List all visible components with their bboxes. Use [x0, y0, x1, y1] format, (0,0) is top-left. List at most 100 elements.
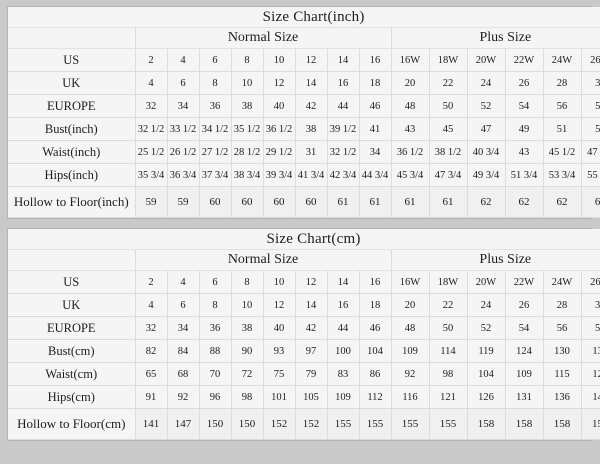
- table-cell: 47: [466, 117, 506, 141]
- table-cell: 38: [230, 316, 264, 340]
- row-label: Hips(inch): [8, 163, 136, 187]
- table-cell: 39 3/4: [262, 163, 296, 187]
- table-cell: 26 1/2: [166, 140, 200, 164]
- table-cell: 20W: [466, 270, 506, 294]
- table-cell: 52: [466, 316, 506, 340]
- table-cell: 20W: [466, 48, 506, 72]
- table-cell: 50: [428, 316, 468, 340]
- table-cell: 36: [198, 316, 232, 340]
- table-cell: 62: [504, 186, 544, 218]
- row-label: Bust(inch): [8, 117, 136, 141]
- table-cell: 34: [166, 316, 200, 340]
- table-cell: 33 1/2: [166, 117, 200, 141]
- table-cell: 51 3/4: [504, 163, 544, 187]
- table-cell: 70: [198, 362, 232, 386]
- row-label: Hips(cm): [8, 385, 136, 409]
- table-cell: 45: [428, 117, 468, 141]
- size-chart-inch: Size Chart(inch) Normal Size Plus Size US 2 4…: [7, 6, 600, 219]
- row-label: EUROPE: [8, 316, 136, 340]
- table-cell: 104: [358, 339, 392, 363]
- table-cell: 4: [166, 48, 200, 72]
- row-label: UK: [8, 293, 136, 317]
- table-cell: 115: [542, 362, 582, 386]
- table-cell: 24W: [542, 48, 582, 72]
- table-cell: 42 3/4: [326, 163, 360, 187]
- group-header-row: Normal Size Plus Size: [8, 249, 600, 271]
- table-cell: 46: [358, 94, 392, 118]
- row-label: Hollow to Floor(inch): [8, 186, 136, 218]
- table-cell: 48: [390, 316, 430, 340]
- table-cell: 131: [504, 385, 544, 409]
- table-row: Hollow to Floor(inch) 59 59 60 60 60 60 61 61 61 6…: [8, 186, 600, 218]
- table-cell: 22W: [504, 48, 544, 72]
- table-cell: 126: [466, 385, 506, 409]
- table-cell: 152: [262, 408, 296, 440]
- table-cell: 91: [134, 385, 168, 409]
- table-cell: 93: [262, 339, 296, 363]
- table-cell: 114: [428, 339, 468, 363]
- table-cell: 38: [230, 94, 264, 118]
- table-cell: 36 1/2: [390, 140, 430, 164]
- table-cell: 32: [134, 316, 168, 340]
- table-cell: 136: [542, 385, 582, 409]
- table-cell: 92: [390, 362, 430, 386]
- table-cell: 47 1/2: [580, 140, 600, 164]
- table-row: US24681012141616W18W20W22W24W26W: [8, 270, 600, 294]
- table-cell: 22: [428, 293, 468, 317]
- table-cell: 28 1/2: [230, 140, 264, 164]
- table-row: Hollow to Floor(cm) 141 147 150 150 152 152 155…: [8, 408, 600, 440]
- table-cell: 61: [358, 186, 392, 218]
- table-cell: 36 3/4: [166, 163, 200, 187]
- table-cell: 12: [262, 293, 296, 317]
- table-cell: 22: [428, 71, 468, 95]
- table-cell: 155: [390, 408, 430, 440]
- table-cell: 16W: [390, 270, 430, 294]
- table-cell: 48: [390, 94, 430, 118]
- table-cell: 43: [504, 140, 544, 164]
- table-cell: 49 3/4: [466, 163, 506, 187]
- table-cell: 158: [504, 408, 544, 440]
- table-cell: 150: [198, 408, 232, 440]
- table-cell: 104: [466, 362, 506, 386]
- row-label: Waist(cm): [8, 362, 136, 386]
- table-row: Waist(cm)6568707275798386929810410911512…: [8, 362, 600, 386]
- group-header-normal-size: Normal Size: [134, 249, 392, 271]
- table-cell: 83: [326, 362, 360, 386]
- table-cell: 98: [230, 385, 264, 409]
- table-cell: 90: [230, 339, 264, 363]
- table-cell: 124: [504, 339, 544, 363]
- table-cell: 51: [542, 117, 582, 141]
- table-cell: 62: [580, 186, 600, 218]
- table-cell: 68: [166, 362, 200, 386]
- table-cell: 14: [294, 71, 328, 95]
- table-row: Hips(cm) 91 92 96 98 101 105 109 112 116 121 126 131…: [8, 385, 600, 409]
- table-cell: 56: [542, 316, 582, 340]
- table-cell: 152: [294, 408, 328, 440]
- table-cell: 32 1/2: [326, 140, 360, 164]
- size-chart-cm: Size Chart(cm) Normal Size Plus Size US 2 4 6 8…: [7, 228, 600, 441]
- table-row: Waist(inch) 25 1/2 26 1/2 27 1/2 28 1/2 29 1/…: [8, 140, 600, 164]
- table-cell: 121: [580, 362, 600, 386]
- table-cell: 147: [166, 408, 200, 440]
- table-cell: 16: [326, 71, 360, 95]
- group-header-spacer: [8, 249, 136, 271]
- table-cell: 24: [466, 293, 506, 317]
- table-cell: 45 1/2: [542, 140, 582, 164]
- table-cell: 20: [390, 71, 430, 95]
- table-cell: 158: [466, 408, 506, 440]
- table-cell: 47 3/4: [428, 163, 468, 187]
- title-row: Size Chart(cm): [8, 229, 600, 250]
- table-cell: 86: [358, 362, 392, 386]
- group-header-plus-size: Plus Size: [390, 27, 600, 49]
- table-cell: 55 1/2: [580, 163, 600, 187]
- table-cell: 155: [326, 408, 360, 440]
- table-cell: 141: [134, 408, 168, 440]
- table-cell: 112: [358, 385, 392, 409]
- table-cell: 60: [262, 186, 296, 218]
- table-cell: 158: [580, 408, 600, 440]
- table-cell: 2: [134, 48, 168, 72]
- group-header-spacer: [8, 27, 136, 49]
- table-cell: 34: [358, 140, 392, 164]
- table-cell: 38 1/2: [428, 140, 468, 164]
